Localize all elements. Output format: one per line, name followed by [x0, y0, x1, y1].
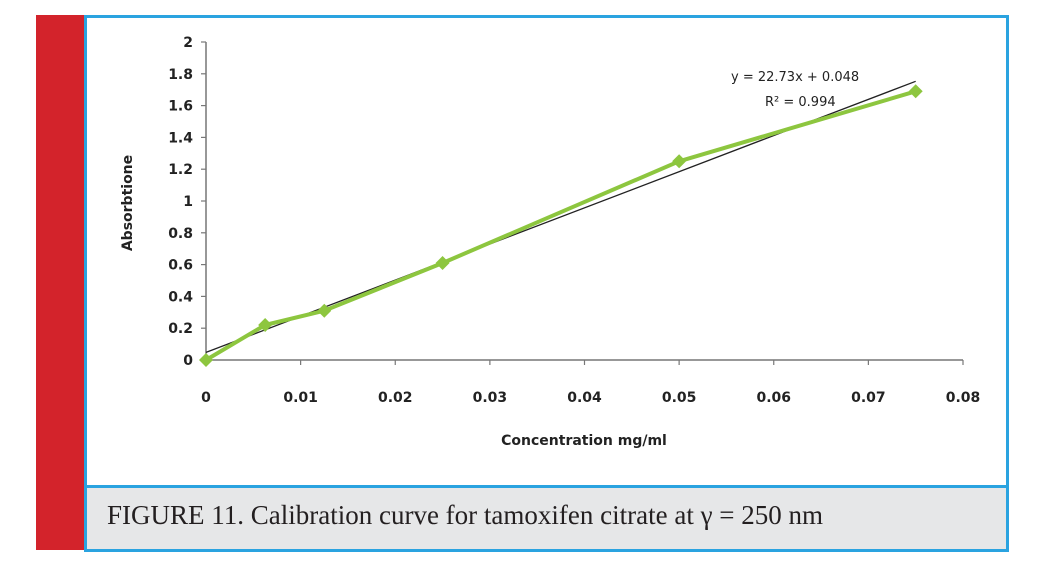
y-tick-label: 1.2: [168, 162, 193, 178]
chart-svg: 0 0.2 0.4 0.6 0.8 1 1.2 1.4 1.6 1.8 2 0 0.01 0.02 0.0…: [120, 35, 980, 449]
y-tick-label: 0.4: [168, 289, 193, 305]
x-tick-label: 0.07: [851, 390, 886, 406]
side-accent-bar: [36, 15, 86, 550]
y-tick-labels: 0 0.2 0.4 0.6 0.8 1 1.2 1.4 1.6 1.8 2: [168, 35, 193, 369]
y-tick-label: 1: [183, 194, 193, 210]
x-tick-label: 0.02: [378, 390, 413, 406]
x-tick-label: 0.08: [946, 390, 981, 406]
y-tick-label: 0.6: [168, 258, 193, 274]
data-point-marker: [672, 154, 687, 169]
y-tick-label: 0.8: [168, 226, 193, 242]
figure-caption: FIGURE 11. Calibration curve for tamoxif…: [107, 500, 823, 530]
x-tick-label: 0.06: [756, 390, 791, 406]
y-tick-label: 0: [183, 353, 193, 369]
x-tick-label: 0: [201, 390, 211, 406]
y-tick-label: 1.4: [168, 130, 193, 146]
y-tick-label: 1.8: [168, 67, 193, 83]
caption-band: FIGURE 11. Calibration curve for tamoxif…: [87, 485, 1006, 549]
x-tick-labels: 0 0.01 0.02 0.03 0.04 0.05 0.06 0.07 0.08: [201, 390, 980, 406]
data-point-marker: [435, 256, 450, 271]
x-tick-label: 0.05: [662, 390, 697, 406]
x-tick-label: 0.04: [567, 390, 602, 406]
figure-box: 0 0.2 0.4 0.6 0.8 1 1.2 1.4 1.6 1.8 2 0 0.01 0.02 0.0…: [84, 15, 1009, 552]
data-point-marker: [258, 318, 273, 333]
data-point-marker: [317, 303, 332, 318]
x-axis-title: Concentration mg/ml: [501, 433, 667, 449]
data-point-marker: [199, 353, 213, 367]
trendline-equation: y = 22.73x + 0.048: [731, 70, 859, 85]
series-line: [204, 89, 917, 362]
x-tick-label: 0.01: [283, 390, 318, 406]
y-axis-title: Absorbtione: [120, 155, 136, 251]
series-group: [199, 84, 923, 367]
trendline-r2: R² = 0.994: [765, 95, 836, 110]
y-tick-label: 2: [183, 35, 193, 51]
chart-axes: [201, 41, 964, 365]
data-point-marker: [908, 84, 923, 99]
x-tick-label: 0.03: [473, 390, 508, 406]
y-tick-label: 0.2: [168, 321, 193, 337]
y-tick-label: 1.6: [168, 99, 193, 115]
